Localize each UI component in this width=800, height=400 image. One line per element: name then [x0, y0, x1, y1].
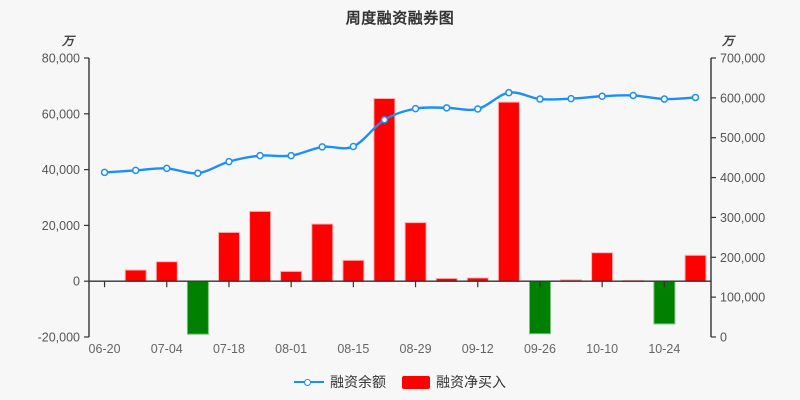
line-marker-08-29[interactable] [411, 104, 420, 113]
bar-07-04[interactable] [155, 261, 178, 282]
left-tick-label: -20,000 [38, 331, 80, 345]
x-tick-label: 06-20 [89, 342, 121, 356]
left-tick-label: 60,000 [42, 107, 80, 121]
line-marker-09-12[interactable] [474, 105, 482, 113]
line-marker-09-19[interactable] [505, 88, 513, 97]
right-tick-label: 200,000 [720, 251, 765, 265]
line-swatch-icon [294, 376, 324, 388]
bar-08-15[interactable] [342, 259, 365, 282]
line-marker-06-27[interactable] [131, 166, 140, 175]
line-marker-06-20[interactable] [100, 168, 109, 177]
line-marker-10-31[interactable] [691, 93, 700, 102]
line-marker-09-05[interactable] [442, 104, 451, 112]
legend-item-label: 融资净买入 [436, 374, 506, 390]
left-tick-label: 20,000 [42, 219, 80, 233]
bar-07-11[interactable] [186, 280, 209, 335]
x-tick-label: 09-12 [462, 342, 494, 356]
bar-07-25[interactable] [249, 210, 272, 282]
line-marker-08-01[interactable] [287, 151, 295, 160]
legend-item-line[interactable]: 融资余额 [294, 372, 386, 392]
chart-title: 周度融资融券图 [345, 10, 455, 27]
balance-line-path [103, 91, 697, 175]
left-axis-unit-label: 万 [62, 34, 75, 48]
right-tick-label: 400,000 [720, 171, 765, 185]
line-marker-08-22[interactable] [380, 116, 389, 124]
legend-item-bar[interactable]: 融资净买入 [402, 372, 506, 392]
line-marker-08-15[interactable] [349, 142, 358, 151]
line-marker-07-18[interactable] [225, 157, 233, 166]
line-marker-10-10[interactable] [598, 92, 606, 101]
legend-item-label: 融资余额 [330, 374, 386, 390]
x-tick-label: 07-04 [151, 342, 183, 356]
x-tick-label: 07-18 [213, 342, 245, 356]
right-tick-label: 300,000 [720, 211, 765, 225]
right-tick-label: 500,000 [720, 131, 765, 145]
left-tick-label: 80,000 [42, 52, 80, 66]
bar-10-24[interactable] [653, 280, 676, 325]
bar-10-10[interactable] [591, 252, 614, 282]
bar-08-08[interactable] [311, 223, 334, 282]
bar-series-layer [124, 98, 707, 335]
right-tick-label: 600,000 [720, 91, 765, 105]
bar-09-19[interactable] [497, 101, 520, 282]
bar-08-29[interactable] [404, 222, 427, 282]
line-marker-07-25[interactable] [256, 151, 264, 160]
bar-swatch-icon [402, 375, 430, 389]
right-tick-label: 0 [720, 331, 727, 345]
left-tick-label: 40,000 [42, 163, 80, 177]
right-tick-label: 100,000 [720, 291, 765, 305]
x-tick-label: 09-26 [524, 342, 556, 356]
left-tick-label: 0 [73, 275, 80, 289]
bar-06-27[interactable] [124, 269, 147, 282]
axis-layer [84, 57, 716, 338]
line-marker-08-08[interactable] [318, 143, 326, 151]
line-marker-10-03[interactable] [567, 94, 575, 103]
axis-labels-layer: -20,000 0 20,000 40,000 60,000 80,000 0 100,000… [38, 52, 766, 357]
x-tick-label: 08-29 [400, 342, 432, 356]
line-marker-10-17[interactable] [629, 91, 637, 100]
line-marker-10-24[interactable] [660, 95, 669, 103]
bar-08-01[interactable] [280, 270, 303, 282]
right-axis-unit-label: 万 [722, 34, 735, 48]
x-tick-label: 10-24 [648, 342, 680, 356]
line-marker-07-04[interactable] [163, 164, 171, 173]
bar-07-18[interactable] [218, 231, 240, 282]
line-series-layer [100, 88, 700, 177]
x-tick-label: 10-10 [586, 342, 618, 356]
line-marker-07-11[interactable] [194, 169, 202, 177]
x-tick-label: 08-15 [337, 342, 369, 356]
line-marker-09-26[interactable] [536, 95, 544, 103]
x-tick-label: 08-01 [275, 342, 307, 356]
chart-legend: 融资余额 融资净买入 [0, 372, 800, 392]
bar-10-31[interactable] [684, 254, 707, 282]
right-tick-label: 700,000 [720, 52, 765, 66]
bar-09-26[interactable] [529, 280, 551, 335]
